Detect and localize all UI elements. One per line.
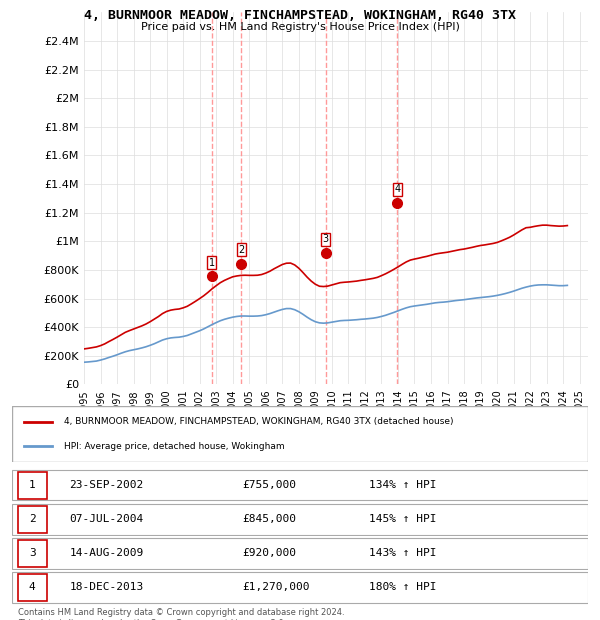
Text: HPI: Average price, detached house, Wokingham: HPI: Average price, detached house, Woki… (64, 442, 284, 451)
FancyBboxPatch shape (12, 406, 588, 462)
FancyBboxPatch shape (18, 539, 47, 567)
Text: 1: 1 (209, 258, 215, 268)
Text: £920,000: £920,000 (242, 548, 296, 559)
FancyBboxPatch shape (12, 504, 588, 534)
Text: 180% ↑ HPI: 180% ↑ HPI (369, 582, 437, 593)
Text: 1: 1 (29, 480, 35, 490)
Text: Contains HM Land Registry data © Crown copyright and database right 2024.: Contains HM Land Registry data © Crown c… (18, 608, 344, 617)
Text: This data is licensed under the Open Government Licence v3.0.: This data is licensed under the Open Gov… (18, 619, 286, 620)
Text: £845,000: £845,000 (242, 514, 296, 525)
Text: £755,000: £755,000 (242, 480, 296, 490)
FancyBboxPatch shape (12, 538, 588, 569)
Text: 145% ↑ HPI: 145% ↑ HPI (369, 514, 437, 525)
Text: 3: 3 (323, 234, 329, 244)
Text: 07-JUL-2004: 07-JUL-2004 (70, 514, 144, 525)
Text: 134% ↑ HPI: 134% ↑ HPI (369, 480, 437, 490)
Text: 4, BURNMOOR MEADOW, FINCHAMPSTEAD, WOKINGHAM, RG40 3TX: 4, BURNMOOR MEADOW, FINCHAMPSTEAD, WOKIN… (84, 9, 516, 22)
Text: 4: 4 (29, 582, 35, 593)
Text: 4, BURNMOOR MEADOW, FINCHAMPSTEAD, WOKINGHAM, RG40 3TX (detached house): 4, BURNMOOR MEADOW, FINCHAMPSTEAD, WOKIN… (64, 417, 454, 426)
Text: 4: 4 (394, 184, 400, 194)
FancyBboxPatch shape (12, 572, 588, 603)
Text: Price paid vs. HM Land Registry's House Price Index (HPI): Price paid vs. HM Land Registry's House … (140, 22, 460, 32)
Text: 14-AUG-2009: 14-AUG-2009 (70, 548, 144, 559)
FancyBboxPatch shape (18, 471, 47, 498)
FancyBboxPatch shape (18, 574, 47, 601)
Text: 143% ↑ HPI: 143% ↑ HPI (369, 548, 437, 559)
FancyBboxPatch shape (18, 506, 47, 533)
Text: 2: 2 (29, 514, 35, 525)
Text: 3: 3 (29, 548, 35, 559)
Text: 18-DEC-2013: 18-DEC-2013 (70, 582, 144, 593)
Text: £1,270,000: £1,270,000 (242, 582, 310, 593)
Text: 23-SEP-2002: 23-SEP-2002 (70, 480, 144, 490)
Text: 2: 2 (238, 245, 244, 255)
FancyBboxPatch shape (12, 470, 588, 500)
